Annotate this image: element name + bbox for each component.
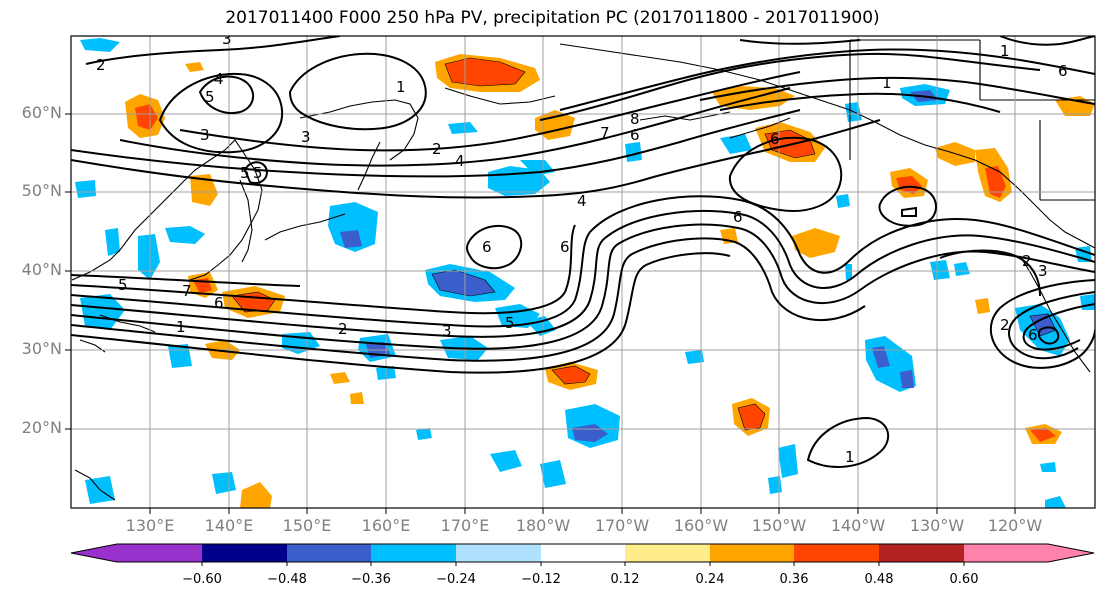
contour-label: 2 — [96, 56, 106, 74]
colorbar-segment — [964, 544, 1094, 562]
lon-label: 120°W — [987, 516, 1043, 535]
contour-label: 1 — [845, 448, 855, 466]
contour-label: 2 — [432, 140, 442, 158]
lat-label: 30°N — [21, 339, 62, 358]
lon-label: 140°W — [830, 516, 886, 535]
colorbar-tick-label: −0.48 — [267, 572, 307, 587]
colorbar-tick-label: −0.12 — [521, 572, 561, 587]
lat-label: 40°N — [21, 260, 62, 279]
contour-label: 7 — [600, 124, 610, 142]
coastlines — [71, 39, 1095, 501]
contour-label-group: 2 3 4 5 3 1 2 4 3 5 8 1 6 7 6 6 1 5 6 6 … — [96, 30, 1068, 466]
contour-label: 6 — [214, 294, 224, 312]
map-frame — [70, 35, 1096, 509]
axis-ticks — [65, 113, 1016, 514]
colorbar-tick-label: −0.24 — [436, 572, 476, 587]
lon-label: 130°E — [125, 516, 175, 535]
lat-label: 50°N — [21, 181, 62, 200]
colorbar-tick-label: 0.24 — [695, 572, 725, 587]
contour-label: 6 — [1058, 62, 1068, 80]
contour-label: 3 — [301, 128, 311, 146]
colorbar-segment — [456, 544, 541, 562]
colorbar-segment — [625, 544, 710, 562]
colorbar-segment — [541, 544, 625, 562]
contour-label: 1 — [396, 78, 406, 96]
colorbar-segment — [879, 544, 964, 562]
contour-label: 1 — [176, 318, 186, 336]
contour-label: 6 — [482, 238, 492, 256]
map-title: 2017011400 F000 250 hPa PV, precipitatio… — [225, 8, 880, 28]
lat-label: 20°N — [21, 418, 62, 437]
contour-label: 6 — [770, 130, 780, 148]
contour-label: 8 — [630, 110, 640, 128]
colorbar-tick-label: 0.12 — [610, 572, 640, 587]
contour-label: 3 — [222, 30, 232, 48]
lon-label: 180°W — [515, 516, 571, 535]
colorbar-tick-label: 0.48 — [864, 572, 894, 587]
contour-label: 6 — [560, 238, 570, 256]
lon-label: 170°E — [440, 516, 490, 535]
contour-label: 6 — [733, 208, 743, 226]
precip-negative-anomalies — [75, 38, 1095, 508]
colorbar-segment — [287, 544, 371, 562]
contour-label: 5 — [118, 276, 128, 294]
contour-label: 2 — [1022, 252, 1032, 270]
contour-label: 6 — [630, 126, 640, 144]
colorbar-tick-label: 0.36 — [779, 572, 809, 587]
contour-label: 4 — [214, 70, 224, 88]
contour-label: 5 — [253, 164, 263, 182]
lon-label: 170°W — [594, 516, 650, 535]
contour-label: 1 — [882, 74, 892, 92]
contour-label: 3 — [442, 322, 452, 340]
contour-label: 1 — [1000, 42, 1010, 60]
colorbar-tick-label: −0.36 — [351, 572, 391, 587]
graticule — [71, 36, 1095, 508]
contour-label: 5 — [505, 314, 515, 332]
lon-label: 160°E — [361, 516, 411, 535]
colorbar-segment — [371, 544, 456, 562]
colorbar-outline — [70, 543, 1095, 563]
colorbar-segment — [710, 544, 794, 562]
lat-label: 60°N — [21, 103, 62, 122]
contour-label: 5 — [240, 164, 250, 182]
lon-label: 150°E — [282, 516, 332, 535]
pv-contours — [71, 36, 1095, 468]
contour-label: 3 — [1038, 262, 1048, 280]
contour-label: 4 — [455, 152, 465, 170]
colorbar-tick-label: 0.60 — [949, 572, 979, 587]
contour-label: 3 — [200, 126, 210, 144]
colorbar-segment — [794, 544, 879, 562]
precip-positive-anomalies — [125, 54, 1095, 508]
lon-label: 150°W — [751, 516, 807, 535]
contour-label: 5 — [205, 88, 215, 106]
lon-label: 160°W — [673, 516, 729, 535]
contour-label: 4 — [577, 192, 587, 210]
colorbar-segment — [202, 544, 287, 562]
contour-label: 6 — [1028, 326, 1038, 344]
colorbar-tick-label: −0.60 — [182, 572, 222, 587]
colorbar — [70, 543, 1095, 566]
lon-label: 130°W — [909, 516, 965, 535]
contour-label: 2 — [338, 320, 348, 338]
contour-label: 2 — [1000, 316, 1010, 334]
contour-label: 7 — [182, 282, 192, 300]
lon-label: 140°E — [204, 516, 254, 535]
colorbar-segment — [71, 544, 202, 562]
